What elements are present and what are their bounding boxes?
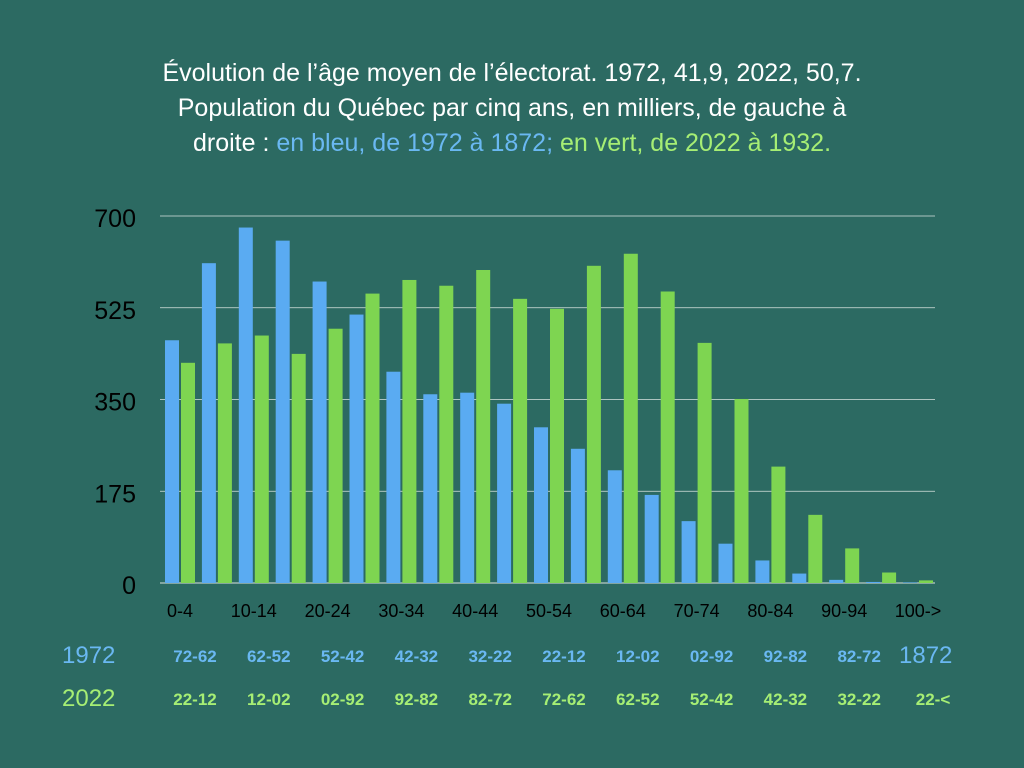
x-tick-label: 50-54 [526, 601, 572, 621]
bar-2022 [328, 328, 343, 583]
bar-1972 [201, 263, 216, 583]
bar-1972 [460, 392, 475, 583]
title-blue-legend: en bleu, de 1972 à 1872; [276, 129, 554, 157]
x-tick-label: 90-94 [821, 601, 867, 621]
y-tick-label: 350 [94, 389, 136, 417]
chart-title: Évolution de l’âge moyen de l’électorat.… [0, 56, 1024, 161]
bar-1972 [534, 427, 548, 583]
y-tick-label: 525 [94, 297, 136, 325]
x-tick-label: 100-> [895, 601, 942, 621]
title-line-2: Population du Québec par cinq ans, en mi… [177, 94, 847, 122]
row-2022-label: 22-< [916, 690, 951, 709]
bar-2022 [623, 253, 638, 583]
row-2022-label: 32-22 [837, 690, 880, 709]
bar-1972 [312, 281, 327, 583]
bar-2022 [513, 298, 528, 583]
row-1972-label: 72-62 [173, 647, 216, 666]
row-2022-label: 52-42 [690, 690, 733, 709]
bar-2022 [365, 293, 380, 583]
bar-1972 [238, 227, 253, 583]
bar-2022 [550, 308, 564, 583]
title-green-legend: en vert, de 2022 à 1932. [559, 129, 832, 157]
bar-1972 [275, 240, 290, 584]
bar-1972 [607, 470, 622, 583]
x-tick-label: 60-64 [600, 601, 646, 621]
row-1972-label: 22-12 [542, 647, 585, 666]
row-1972-label: 02-92 [690, 647, 733, 666]
bar-2022 [660, 291, 675, 583]
bar-2022 [919, 580, 933, 583]
bar-1972 [829, 579, 844, 583]
row-1972-label: 52-42 [321, 647, 364, 666]
x-tick-label: 30-34 [378, 601, 424, 621]
bar-2022 [181, 362, 195, 583]
bar-2022 [439, 285, 454, 583]
bar-2022 [217, 343, 232, 583]
y-tick-label: 175 [94, 480, 136, 508]
bar-1972 [792, 573, 807, 583]
row-2022-label: 42-32 [764, 690, 807, 709]
title-line-3-prefix: droite : [192, 129, 270, 157]
bar-2022 [808, 514, 823, 583]
bar-1972 [423, 394, 438, 583]
bar-2022 [254, 335, 269, 583]
bar-1972 [681, 521, 696, 583]
bar-1972 [903, 582, 917, 583]
x-tick-label: 0-4 [167, 601, 193, 621]
bar-2022 [697, 342, 712, 583]
y-tick-label: 700 [94, 205, 136, 233]
row-1972-end-year: 1872 [899, 642, 953, 669]
bar-2022 [734, 398, 749, 583]
row-1972-label: 92-82 [764, 647, 807, 666]
bar-1972 [349, 314, 364, 583]
bar-1972 [866, 581, 881, 583]
row-2022-label: 22-12 [173, 690, 216, 709]
row-2022-label: 02-92 [321, 690, 364, 709]
bar-2022 [845, 548, 860, 583]
row-1972-label: 12-02 [616, 647, 659, 666]
row-1972-start-year: 1972 [62, 642, 116, 669]
bar-2022 [882, 572, 897, 583]
bar-1972 [570, 448, 585, 583]
row-1972-label: 82-72 [837, 647, 880, 666]
y-tick-label: 0 [122, 572, 136, 600]
x-tick-label: 10-14 [231, 601, 277, 621]
row-2022-label: 12-02 [247, 690, 290, 709]
row-2022-label: 72-62 [542, 690, 585, 709]
title-line-1: Évolution de l’âge moyen de l’électorat.… [162, 59, 862, 87]
bar-1972 [718, 543, 733, 583]
bar-2022 [291, 353, 306, 583]
x-tick-label: 80-84 [747, 601, 793, 621]
row-2022-label: 92-82 [395, 690, 438, 709]
bar-2022 [771, 466, 786, 583]
x-tick-label: 70-74 [674, 601, 720, 621]
row-1972-label: 32-22 [468, 647, 511, 666]
bar-1972 [165, 340, 179, 583]
bar-2022 [476, 270, 491, 583]
bar-1972 [386, 371, 401, 583]
row-1972-label: 42-32 [395, 647, 438, 666]
title-line-3: droite : en bleu, de 1972 à 1872; en ver… [0, 126, 1024, 161]
x-tick-label: 40-44 [452, 601, 498, 621]
bar-1972 [497, 403, 512, 583]
bar-2022 [402, 279, 417, 583]
bar-1972 [644, 494, 659, 583]
row-2022-start-year: 2022 [62, 685, 116, 712]
bar-2022 [586, 265, 601, 583]
row-2022-label: 82-72 [468, 690, 511, 709]
bar-1972 [755, 560, 770, 583]
x-tick-label: 20-24 [305, 601, 351, 621]
row-1972-label: 62-52 [247, 647, 290, 666]
row-2022-label: 62-52 [616, 690, 659, 709]
